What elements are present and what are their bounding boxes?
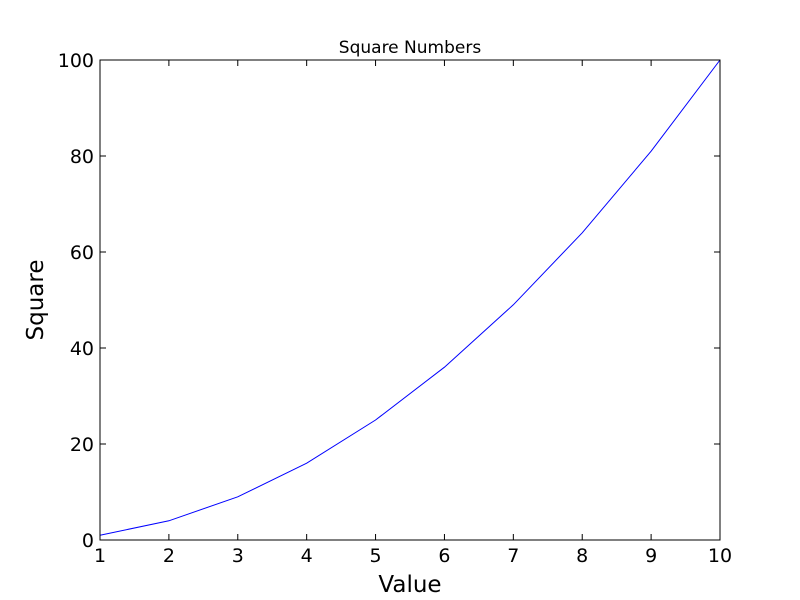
x-tick-label: 2: [163, 545, 175, 567]
x-tick-label: 5: [370, 545, 382, 567]
x-tick-label: 7: [507, 545, 519, 567]
chart-title: Square Numbers: [339, 38, 482, 58]
series-line: [99, 59, 721, 536]
x-tick-label: 4: [301, 545, 313, 567]
x-axis-label: Value: [378, 572, 441, 598]
y-tick-label: 20: [70, 434, 94, 456]
x-tick-label: 3: [232, 545, 244, 567]
x-tick-label: 10: [708, 545, 732, 567]
x-tick-label: 8: [576, 545, 588, 567]
ticks: [99, 59, 721, 541]
y-tick-label: 80: [70, 146, 94, 168]
x-tick-label: 1: [94, 545, 106, 567]
x-tick-label: 6: [438, 545, 450, 567]
y-tick-label: 100: [58, 50, 94, 72]
x-tick-label: 9: [645, 545, 657, 567]
y-tick-label: 60: [70, 242, 94, 264]
y-tick-label: 0: [82, 530, 94, 552]
y-tick-label: 40: [70, 338, 94, 360]
plot-frame: [99, 59, 721, 541]
series-lines: [99, 59, 721, 536]
y-axis-label: Square: [23, 260, 49, 341]
